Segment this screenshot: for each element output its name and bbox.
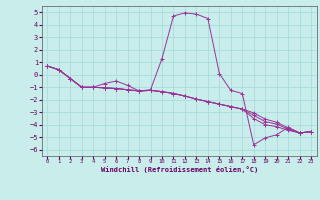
X-axis label: Windchill (Refroidissement éolien,°C): Windchill (Refroidissement éolien,°C)	[100, 166, 258, 173]
